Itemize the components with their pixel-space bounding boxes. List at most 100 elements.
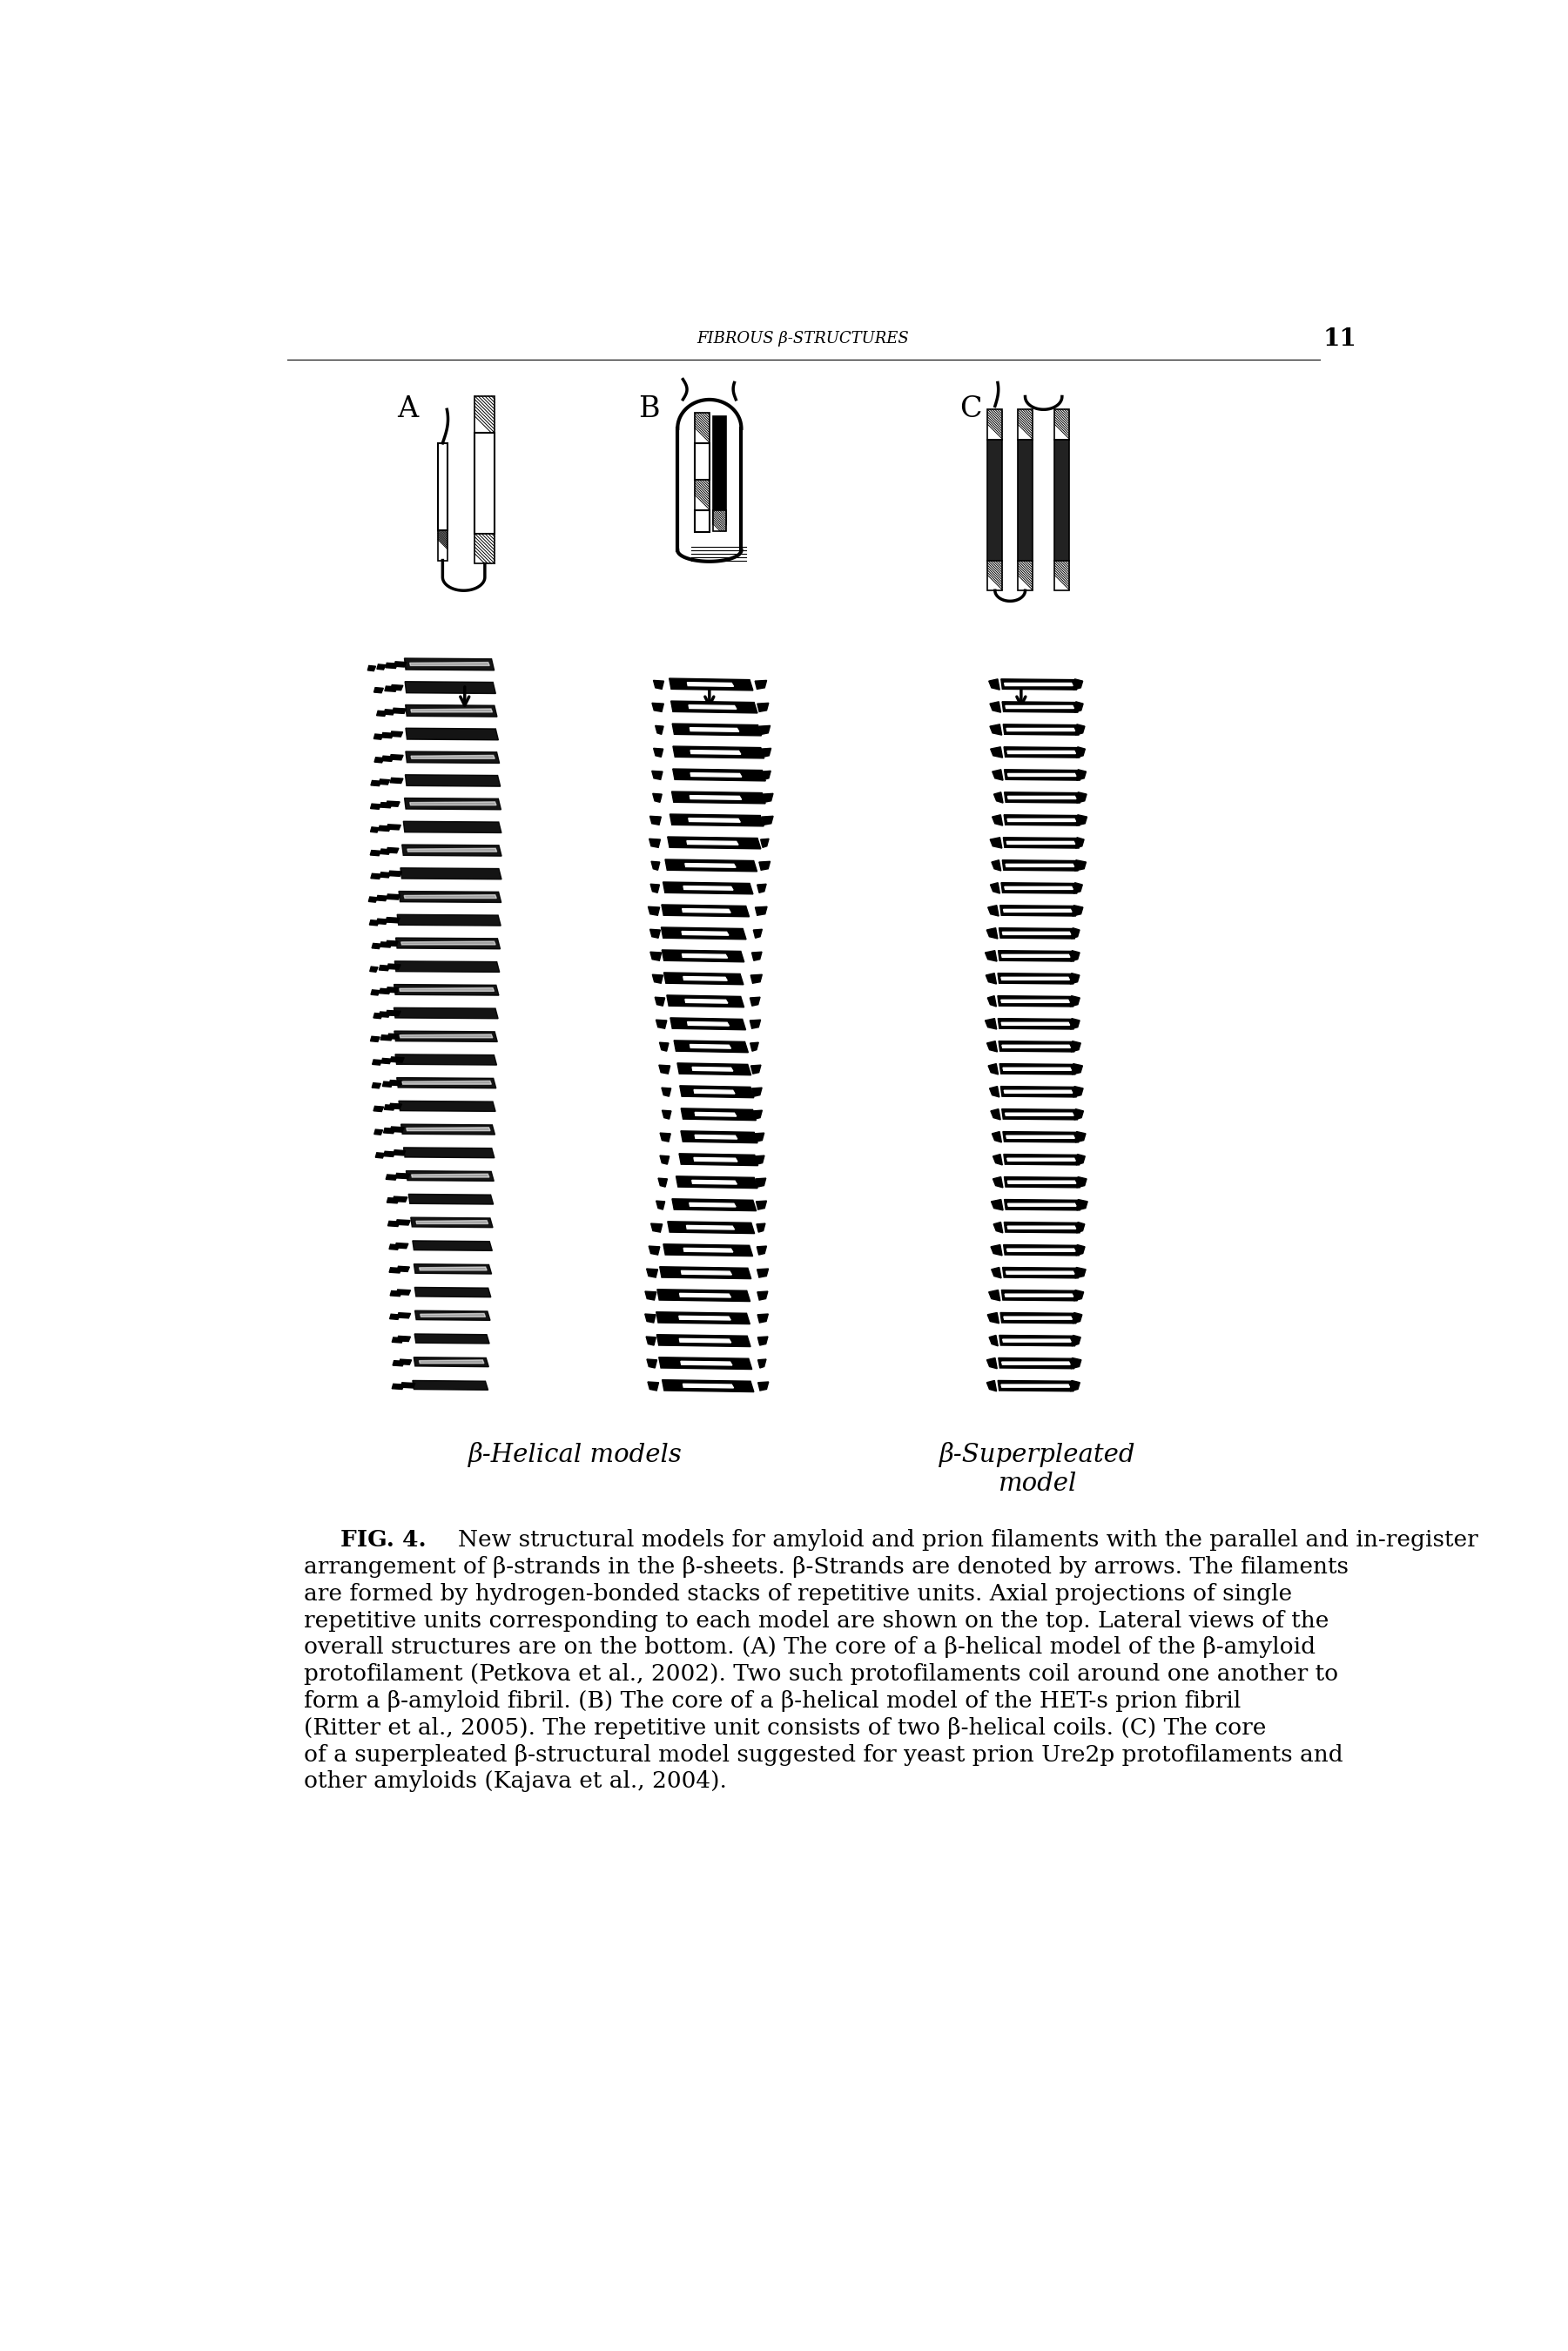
Polygon shape bbox=[416, 1220, 488, 1225]
Polygon shape bbox=[691, 1067, 732, 1072]
Polygon shape bbox=[651, 952, 662, 962]
Polygon shape bbox=[989, 701, 1000, 712]
Polygon shape bbox=[397, 1267, 409, 1272]
Polygon shape bbox=[1007, 1272, 1074, 1274]
Polygon shape bbox=[682, 931, 729, 936]
Polygon shape bbox=[370, 875, 381, 879]
Polygon shape bbox=[411, 1173, 489, 1178]
Polygon shape bbox=[406, 729, 499, 741]
Polygon shape bbox=[411, 1218, 492, 1227]
Polygon shape bbox=[659, 1178, 668, 1187]
Polygon shape bbox=[384, 1128, 395, 1133]
Polygon shape bbox=[657, 1288, 750, 1302]
Text: C: C bbox=[960, 395, 982, 423]
Polygon shape bbox=[1004, 1223, 1080, 1232]
Polygon shape bbox=[412, 1241, 492, 1251]
Polygon shape bbox=[999, 950, 1074, 962]
Polygon shape bbox=[405, 658, 494, 670]
Polygon shape bbox=[370, 828, 379, 832]
Polygon shape bbox=[1076, 748, 1085, 757]
Polygon shape bbox=[389, 1267, 401, 1272]
Polygon shape bbox=[395, 1220, 411, 1225]
Polygon shape bbox=[373, 1107, 384, 1112]
Polygon shape bbox=[695, 1136, 737, 1138]
Polygon shape bbox=[372, 781, 381, 785]
Polygon shape bbox=[687, 1225, 734, 1230]
Polygon shape bbox=[373, 686, 383, 694]
Bar bbox=[1055, 440, 1069, 560]
Bar bbox=[695, 510, 709, 531]
Bar bbox=[437, 442, 447, 531]
Polygon shape bbox=[1004, 1178, 1080, 1187]
Polygon shape bbox=[663, 1244, 753, 1255]
Polygon shape bbox=[1000, 1086, 1077, 1098]
Polygon shape bbox=[401, 1081, 491, 1084]
Polygon shape bbox=[648, 1359, 657, 1368]
Polygon shape bbox=[985, 950, 997, 962]
Polygon shape bbox=[379, 872, 390, 877]
Polygon shape bbox=[1073, 905, 1083, 917]
Bar bbox=[1055, 409, 1069, 440]
Polygon shape bbox=[1000, 905, 1076, 917]
Polygon shape bbox=[753, 1110, 762, 1119]
Polygon shape bbox=[420, 1314, 486, 1317]
Polygon shape bbox=[687, 682, 734, 686]
Polygon shape bbox=[1076, 1267, 1085, 1279]
Polygon shape bbox=[384, 1105, 395, 1110]
Polygon shape bbox=[751, 1065, 760, 1074]
Polygon shape bbox=[993, 1154, 1002, 1166]
Polygon shape bbox=[662, 926, 746, 940]
Polygon shape bbox=[993, 769, 1004, 781]
Polygon shape bbox=[1076, 1154, 1085, 1166]
Polygon shape bbox=[390, 1291, 401, 1295]
Polygon shape bbox=[398, 891, 502, 903]
Polygon shape bbox=[1002, 1340, 1071, 1342]
Polygon shape bbox=[690, 729, 739, 731]
Polygon shape bbox=[1076, 837, 1083, 849]
Polygon shape bbox=[1004, 1131, 1079, 1143]
Polygon shape bbox=[414, 1288, 491, 1298]
Polygon shape bbox=[757, 703, 768, 712]
Polygon shape bbox=[370, 851, 381, 856]
Polygon shape bbox=[1005, 792, 1080, 804]
Polygon shape bbox=[660, 1267, 751, 1279]
Polygon shape bbox=[759, 860, 770, 870]
Polygon shape bbox=[993, 816, 1002, 825]
Polygon shape bbox=[394, 1009, 499, 1018]
Polygon shape bbox=[395, 938, 500, 950]
Polygon shape bbox=[1005, 1293, 1073, 1298]
Bar bbox=[1018, 560, 1033, 590]
Polygon shape bbox=[660, 1133, 671, 1143]
Polygon shape bbox=[395, 1244, 408, 1248]
Polygon shape bbox=[648, 1382, 659, 1389]
Polygon shape bbox=[652, 795, 662, 802]
Polygon shape bbox=[753, 929, 762, 938]
Polygon shape bbox=[997, 973, 1074, 985]
Polygon shape bbox=[1000, 978, 1069, 980]
Polygon shape bbox=[1071, 1380, 1080, 1392]
Polygon shape bbox=[685, 999, 728, 1004]
Polygon shape bbox=[655, 997, 665, 1006]
Polygon shape bbox=[389, 1079, 403, 1086]
Polygon shape bbox=[376, 665, 386, 670]
Polygon shape bbox=[381, 1034, 394, 1041]
Polygon shape bbox=[674, 1041, 748, 1053]
Polygon shape bbox=[379, 802, 392, 809]
Polygon shape bbox=[409, 802, 497, 804]
Polygon shape bbox=[690, 795, 742, 799]
Polygon shape bbox=[1005, 1199, 1080, 1211]
Polygon shape bbox=[649, 1246, 660, 1255]
Text: (Ritter et al., 2005). The repetitive unit consists of two β-helical coils. (C) : (Ritter et al., 2005). The repetitive un… bbox=[304, 1716, 1267, 1740]
Polygon shape bbox=[1002, 1291, 1077, 1300]
Polygon shape bbox=[1004, 1067, 1071, 1070]
Polygon shape bbox=[673, 724, 762, 736]
Polygon shape bbox=[372, 1084, 381, 1089]
Polygon shape bbox=[1004, 1154, 1079, 1166]
Polygon shape bbox=[419, 1359, 485, 1364]
Polygon shape bbox=[660, 1041, 668, 1051]
Polygon shape bbox=[1004, 910, 1073, 912]
Text: other amyloids (Kajava et al., 2004).: other amyloids (Kajava et al., 2004). bbox=[304, 1770, 728, 1791]
Polygon shape bbox=[687, 842, 739, 844]
Polygon shape bbox=[1000, 1312, 1076, 1324]
Polygon shape bbox=[1074, 860, 1087, 870]
